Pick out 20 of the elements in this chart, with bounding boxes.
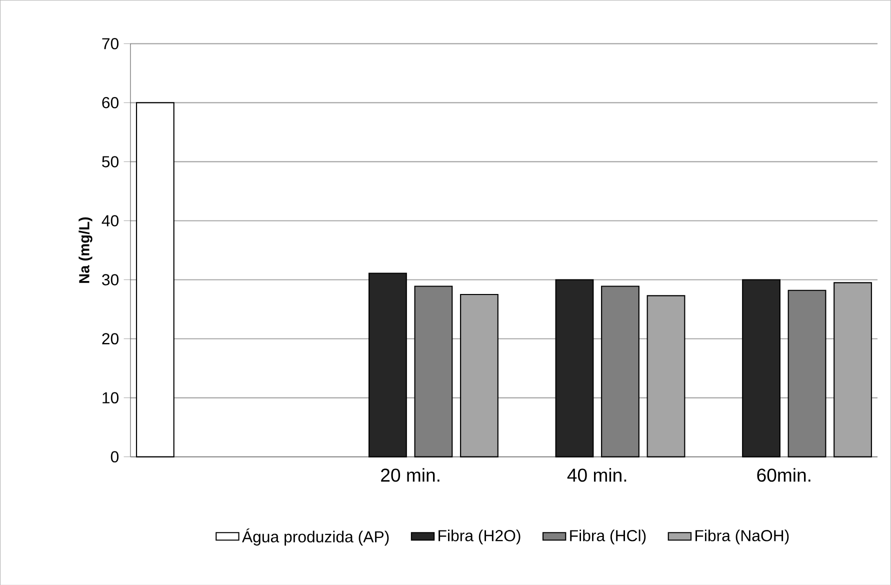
legend-label: Fibra (H2O) — [438, 529, 520, 544]
legend-label: Água produzida (AP) — [242, 528, 389, 546]
y-axis-title: Na (mg/L) — [78, 217, 92, 283]
bar — [368, 272, 407, 458]
x-tick-label: 40 min. — [567, 468, 626, 482]
bar — [136, 102, 174, 458]
y-tick-label: 40 — [102, 214, 119, 226]
x-tick-label: 20 min. — [381, 468, 440, 482]
y-tick-label: 30 — [102, 274, 119, 286]
y-tick-label: 0 — [110, 451, 119, 462]
y-tick-label: 50 — [102, 156, 119, 168]
legend-label: Fibra (HCl) — [570, 529, 646, 544]
y-tick-label: 70 — [102, 38, 119, 50]
y-tick-label: 60 — [102, 96, 119, 108]
bar — [555, 279, 594, 458]
y-tick-label: 20 — [102, 332, 119, 344]
x-tick-label: 60min. — [757, 468, 810, 482]
legend-label: Fibra (NaOH) — [696, 529, 789, 544]
bar — [742, 279, 780, 458]
y-tick-label: 10 — [102, 392, 119, 404]
